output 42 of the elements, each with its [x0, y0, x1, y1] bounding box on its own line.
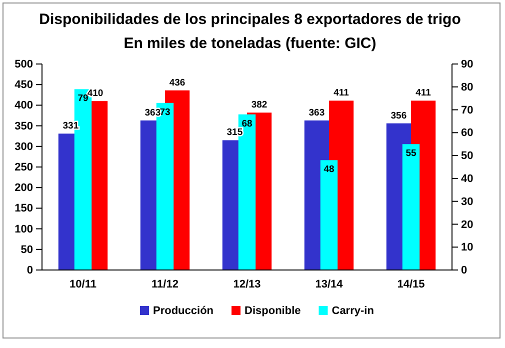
y2-tick-label: 80 — [461, 81, 474, 94]
y2-tick-label: 10 — [461, 242, 474, 254]
data-label: 68 — [242, 118, 252, 130]
legend-label: Disponible — [244, 305, 301, 317]
y-tick-label: 350 — [14, 120, 33, 132]
data-label: 73 — [160, 106, 170, 118]
data-label: 411 — [416, 88, 432, 99]
y2-tick-label: 70 — [461, 104, 474, 116]
data-label: 48 — [324, 164, 334, 176]
y-tick-label: 0 — [26, 264, 33, 277]
data-label: 55 — [406, 148, 417, 160]
x-tick-label: 12/13 — [233, 278, 261, 290]
data-label: 79 — [78, 93, 88, 104]
y-tick-label: 100 — [14, 223, 33, 236]
y-tick-label: 250 — [14, 162, 33, 174]
chart-subtitle: En miles de toneladas (fuente: GIC) — [124, 35, 376, 52]
x-tick-label: 14/15 — [397, 278, 425, 290]
y2-tick-label: 60 — [461, 127, 474, 140]
data-label: 382 — [251, 100, 268, 111]
y-tick-label: 50 — [20, 244, 33, 256]
y-tick-label: 200 — [14, 182, 33, 194]
y2-tick-label: 20 — [461, 218, 474, 231]
data-label: 411 — [334, 88, 350, 99]
chart-title: Disponibilidades de los principales 8 exportadores de trigo — [39, 11, 461, 28]
y-tick-label: 500 — [14, 58, 33, 71]
y-tick-label: 300 — [14, 140, 33, 153]
y2-tick-label: 40 — [461, 172, 474, 185]
legend-label: Carry-in — [332, 305, 374, 317]
x-tick-label: 13/14 — [315, 278, 344, 290]
legend-label: Producción — [153, 305, 214, 317]
y2-tick-label: 50 — [461, 150, 474, 162]
y2-tick-label: 0 — [461, 264, 468, 277]
x-tick-label: 11/12 — [152, 278, 178, 290]
data-label: 436 — [169, 77, 186, 88]
y-tick-label: 450 — [14, 79, 33, 92]
data-label: 363 — [308, 107, 325, 118]
y-tick-label: 150 — [14, 202, 33, 215]
y-tick-label: 400 — [14, 100, 33, 112]
y2-tick-label: 30 — [461, 196, 474, 208]
data-label: 356 — [390, 110, 407, 122]
x-tick-label: 10/11 — [70, 278, 96, 290]
y2-tick-label: 90 — [461, 58, 474, 71]
